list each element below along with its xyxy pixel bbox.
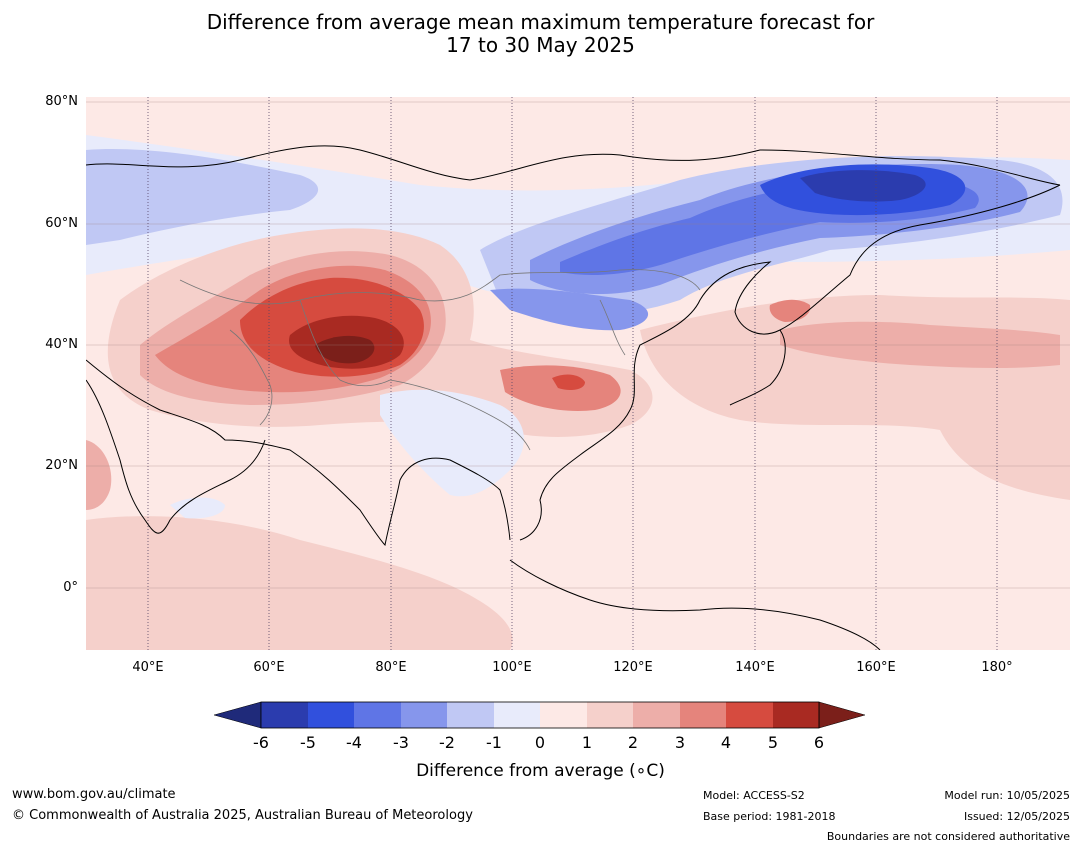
lat-label-60n: 60°N [45, 216, 78, 231]
colorbar-tick-2: 2 [627, 733, 639, 752]
graticule-longitude-lines [147, 97, 998, 650]
colorbar-tick-0: 0 [534, 733, 546, 752]
coastline-africa-arabia [86, 379, 266, 534]
colorbar-segment-4-5 [726, 702, 773, 728]
colorbar-tick-n3: -3 [393, 733, 409, 752]
colorbar-tick-5: 5 [767, 733, 779, 752]
anomaly-region-warm-china-2 [552, 374, 585, 390]
lon-label-120e: 120°E [613, 660, 653, 675]
colorbar-segment-5-6 [773, 702, 819, 728]
coastline-maritime-se-asia [509, 559, 881, 650]
model-run-date: Model run: 10/05/2025 [944, 789, 1070, 802]
colorbar-tick-n6: -6 [253, 733, 269, 752]
colorbar-segment-n5-n4 [308, 702, 354, 728]
colorbar [214, 701, 866, 729]
colorbar-segment-1-2 [587, 702, 633, 728]
colorbar-tick-n1: -1 [486, 733, 502, 752]
map-title-line-1: Difference from average mean maximum tem… [206, 10, 875, 34]
lon-label-40e: 40°E [132, 660, 164, 675]
anomaly-region-cool-tibet [380, 389, 524, 497]
lon-label-180: 180° [981, 660, 1013, 675]
lat-label-20n: 20°N [45, 458, 78, 473]
temperature-anomaly-map [86, 97, 1070, 650]
anomaly-region-warm-indian-ocean [86, 516, 513, 650]
anomaly-region-warm-asia-6 [315, 335, 375, 364]
lat-label-0: 0° [63, 580, 78, 595]
colorbar-label: Difference from average (∘C) [416, 761, 665, 781]
colorbar-segment-n4-n3 [354, 702, 401, 728]
colorbar-segment-0-1 [540, 702, 587, 728]
colorbar-tick-n4: -4 [346, 733, 362, 752]
model-name: Model: ACCESS-S2 [703, 789, 805, 802]
lat-label-40n: 40°N [45, 337, 78, 352]
colorbar-tick-6: 6 [813, 733, 825, 752]
colorbar-segment-n3-n2 [401, 702, 447, 728]
colorbar-tick-n5: -5 [300, 733, 316, 752]
anomaly-region-warm-africa [86, 440, 112, 510]
lon-label-100e: 100°E [492, 660, 532, 675]
colorbar-tick-3: 3 [674, 733, 686, 752]
base-period: Base period: 1981-2018 [703, 810, 836, 823]
colorbar-tick-1: 1 [581, 733, 593, 752]
colorbar-tick-n2: -2 [439, 733, 455, 752]
anomaly-region-cool-east-siberia-5 [800, 170, 926, 202]
lon-label-160e: 160°E [856, 660, 896, 675]
lon-label-60e: 60°E [253, 660, 285, 675]
colorbar-outline [260, 701, 820, 729]
anomaly-region-cool-arabian-sea [170, 497, 225, 519]
coastline-japan [729, 329, 786, 406]
coastline-arctic [86, 145, 1061, 186]
coastline-south-asia [86, 359, 511, 547]
coastlines [86, 145, 1061, 650]
copyright-notice: © Commonwealth of Australia 2025, Austra… [12, 808, 473, 823]
website-link[interactable]: www.bom.gov.au/climate [12, 787, 176, 802]
issued-date: Issued: 12/05/2025 [963, 810, 1070, 823]
colorbar-segment-2-3 [633, 702, 680, 728]
colorbar-extend-low [214, 701, 262, 729]
colorbar-segment-n1-0 [494, 702, 540, 728]
colorbar-tick-4: 4 [720, 733, 732, 752]
colorbar-segment-n2-n1 [447, 702, 494, 728]
coastline-pacific-asia [519, 184, 1061, 541]
map-title-line-2: 17 to 30 May 2025 [446, 33, 635, 57]
lon-label-80e: 80°E [375, 660, 407, 675]
colorbar-segment-n6-n5 [261, 702, 308, 728]
country-boundaries [179, 269, 701, 451]
anomaly-region-warm-japan [769, 299, 811, 322]
anomaly-region-cool-siberia-1 [86, 149, 319, 245]
lat-label-80n: 80°N [45, 94, 78, 109]
colorbar-segment-3-4 [680, 702, 726, 728]
boundaries-disclaimer: Boundaries are not considered authoritat… [826, 830, 1070, 843]
anomaly-map-svg [86, 97, 1070, 650]
colorbar-extend-high [818, 701, 866, 729]
lon-label-140e: 140°E [735, 660, 775, 675]
